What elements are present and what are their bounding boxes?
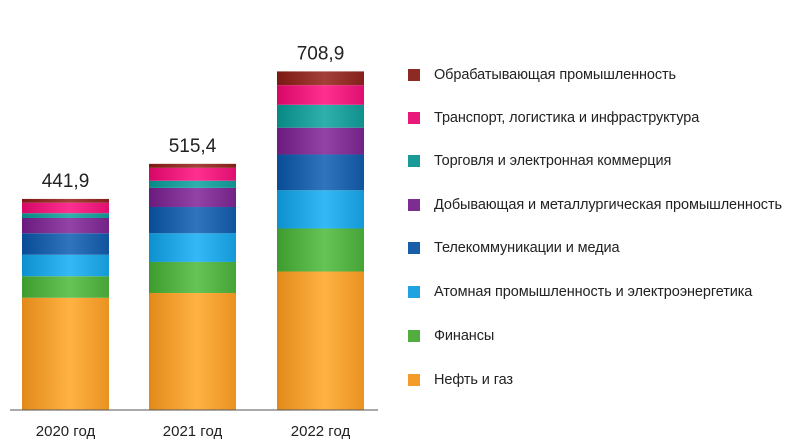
x-tick-label: 2021 год xyxy=(163,423,223,440)
legend-swatch xyxy=(408,112,420,124)
bar-segment xyxy=(149,207,236,234)
legend-item: Финансы xyxy=(408,326,494,346)
legend-swatch xyxy=(408,155,420,167)
legend-item: Телекоммуникации и медиа xyxy=(408,238,620,258)
bar-segment xyxy=(149,180,236,188)
bar-segment xyxy=(149,187,236,208)
legend-swatch xyxy=(408,330,420,342)
legend-item: Торговля и электронная коммерция xyxy=(408,151,671,171)
bar-segment xyxy=(22,198,109,203)
bar-segment xyxy=(277,104,364,128)
bar-segment xyxy=(22,276,109,298)
legend-item: Транспорт, логистика и инфраструктура xyxy=(408,108,699,128)
bar-segment xyxy=(22,254,109,277)
legend-label: Телекоммуникации и медиа xyxy=(434,240,620,256)
bar-segment xyxy=(22,213,109,218)
legend-label: Атомная промышленность и электроэнергети… xyxy=(434,284,753,300)
legend-label: Транспорт, логистика и инфраструктура xyxy=(434,110,700,126)
bar-segment xyxy=(277,190,364,229)
legend-swatch xyxy=(408,242,420,254)
bar-segment xyxy=(149,167,236,181)
bar-segment xyxy=(149,163,236,168)
bar-segment xyxy=(277,71,364,86)
legend-item: Нефть и газ xyxy=(408,370,513,390)
legend-swatch xyxy=(408,199,420,211)
legend-item: Атомная промышленность и электроэнергети… xyxy=(408,282,752,302)
legend-label: Добывающая и металлургическая промышленн… xyxy=(434,197,782,213)
legend-item: Обрабатывающая промышленность xyxy=(408,65,676,85)
legend-swatch xyxy=(408,286,420,298)
bar-total-label: 515,4 xyxy=(169,136,217,157)
bar-total-label: 441,9 xyxy=(42,171,90,192)
legend-label: Нефть и газ xyxy=(434,372,513,388)
legend-swatch xyxy=(408,69,420,81)
bar-segment xyxy=(277,271,364,410)
bar-segment xyxy=(277,228,364,272)
bar-segment xyxy=(22,233,109,255)
bar-segment xyxy=(277,154,364,191)
bar-segment xyxy=(149,233,236,262)
legend-label: Финансы xyxy=(434,328,495,344)
labels-layer: 441,9 2020 год 515,4 2021 год 708,9 2022 год xyxy=(36,43,351,440)
bar-segment xyxy=(22,202,109,214)
x-tick-label: 2020 год xyxy=(36,423,96,440)
bar-segment xyxy=(22,217,109,234)
bar-total-label: 708,9 xyxy=(297,43,345,64)
bar-segment xyxy=(22,297,109,410)
legend-item: Добывающая и металлургическая промышленн… xyxy=(408,195,782,215)
legend-label: Обрабатывающая промышленность xyxy=(434,67,677,83)
bar-segment xyxy=(277,127,364,155)
x-tick-label: 2022 год xyxy=(291,423,351,440)
bars-layer xyxy=(22,71,364,410)
bar-segment xyxy=(149,292,236,410)
bar-segment xyxy=(149,261,236,293)
bar-segment xyxy=(277,85,364,105)
legend-label: Торговля и электронная коммерция xyxy=(434,153,672,169)
legend-swatch xyxy=(408,374,420,386)
